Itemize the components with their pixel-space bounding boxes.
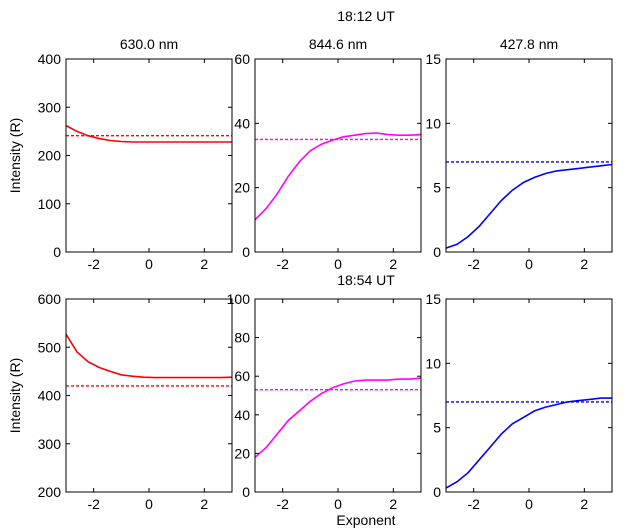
panel-2: -2 0 2 0 5 10 15 427.8 nm	[425, 36, 613, 272]
panel-5-y-tick-label: 0	[433, 484, 441, 500]
panel-1-y-tick-label: 20	[234, 180, 250, 196]
panel-2-y-tick-label: 5	[433, 180, 441, 196]
panel-4-x-tick-label: 0	[334, 496, 342, 512]
panel-4-y-tick-label: 100	[227, 291, 251, 307]
panel-2-x-tick-label: 2	[580, 256, 588, 272]
panel-0-ylabel: Intensity (R)	[7, 118, 23, 193]
panel-0-y-tick-label: 200	[38, 148, 62, 164]
panel-3-x-tick-label: 0	[145, 496, 153, 512]
panel-3-y-tick-label: 200	[38, 484, 62, 500]
panel-3-y-tick-label: 600	[38, 291, 62, 307]
panel-4-y-tick-label: 60	[234, 368, 250, 384]
panel-0-x-tick-label: 2	[200, 256, 208, 272]
panel-3-x-tick-label: -2	[87, 496, 100, 512]
panel-5-y-tick-label: 5	[433, 420, 441, 436]
panel-4-y-tick-label: 0	[242, 484, 250, 500]
panel-3-axes-box	[65, 298, 233, 493]
panel-4-y-tick-label: 80	[234, 330, 250, 346]
panel-2-series-curve	[445, 163, 613, 249]
panel-0-x-tick-label: -2	[87, 256, 100, 272]
panel-3-x-tick-label: 2	[200, 496, 208, 512]
panel-5-y-tick-label: 15	[425, 291, 441, 307]
panel-1-x-tick-label: 0	[334, 256, 342, 272]
panel-1-x-tick-label: 2	[389, 256, 397, 272]
panel-5: -2 0 2 0 5 10 15	[425, 291, 613, 512]
panel-5-series-curve	[445, 397, 612, 489]
panel-1-axes-box	[254, 58, 422, 253]
panel-2-axes-box	[445, 58, 613, 253]
panel-3-series-curve	[65, 333, 233, 379]
panel-4-x-tick-label: -2	[276, 496, 289, 512]
panel-3: -2 0 2 200 300 400 500 600 Intensity (R)	[7, 291, 233, 512]
panel-3-y-tick-label: 400	[38, 388, 62, 404]
panel-2-x-tick-label: -2	[467, 256, 480, 272]
panel-0-title: 630.0 nm	[120, 36, 178, 52]
panel-5-y-tick-label: 10	[425, 355, 441, 371]
panel-4-y-tick-label: 20	[234, 445, 250, 461]
panel-2-y-tick-label: 0	[433, 244, 441, 260]
panel-1-y-tick-label: 0	[242, 244, 250, 260]
panel-5-x-tick-label: 0	[525, 496, 533, 512]
panel-3-y-tick-label: 300	[38, 436, 62, 452]
panel-3-y-tick-label: 500	[38, 339, 62, 355]
panel-0-y-tick-label: 100	[38, 196, 62, 212]
panel-5-axes-box	[445, 298, 613, 493]
panel-2-title: 427.8 nm	[500, 36, 558, 52]
panel-1-title: 844.6 nm	[309, 36, 367, 52]
panel-2-y-tick-label: 10	[425, 115, 441, 131]
panel-4-x-tick-label: 2	[389, 496, 397, 512]
panel-1-series-curve	[254, 132, 422, 221]
figure-xlabel: Exponent	[336, 512, 395, 528]
panel-4-series-curve	[254, 377, 422, 458]
panel-0-axes-box	[65, 58, 233, 253]
panel-0-series-curve	[65, 124, 232, 143]
panel-5-x-tick-label: 2	[580, 496, 588, 512]
panel-4-axes-box	[254, 298, 422, 493]
panel-1-y-tick-label: 60	[234, 51, 250, 67]
row-title-bottom: 18:54 UT	[337, 272, 395, 288]
panel-0: -2 0 2 0 100 200 300 400 630.0 nm Intensity (R)	[7, 36, 233, 272]
panel-0-x-tick-label: 0	[145, 256, 153, 272]
panel-5-x-tick-label: -2	[467, 496, 480, 512]
panel-0-y-tick-label: 400	[38, 51, 62, 67]
panel-2-y-tick-label: 15	[425, 51, 441, 67]
row-title-top: 18:12 UT	[337, 8, 395, 24]
panel-3-ylabel: Intensity (R)	[7, 358, 23, 433]
panel-0-y-tick-label: 300	[38, 99, 62, 115]
panel-1-x-tick-label: -2	[276, 256, 289, 272]
panel-2-x-tick-label: 0	[525, 256, 533, 272]
panel-0-y-tick-label: 0	[53, 244, 61, 260]
panel-4-y-tick-label: 40	[234, 407, 250, 423]
panel-1-y-tick-label: 40	[234, 115, 250, 131]
